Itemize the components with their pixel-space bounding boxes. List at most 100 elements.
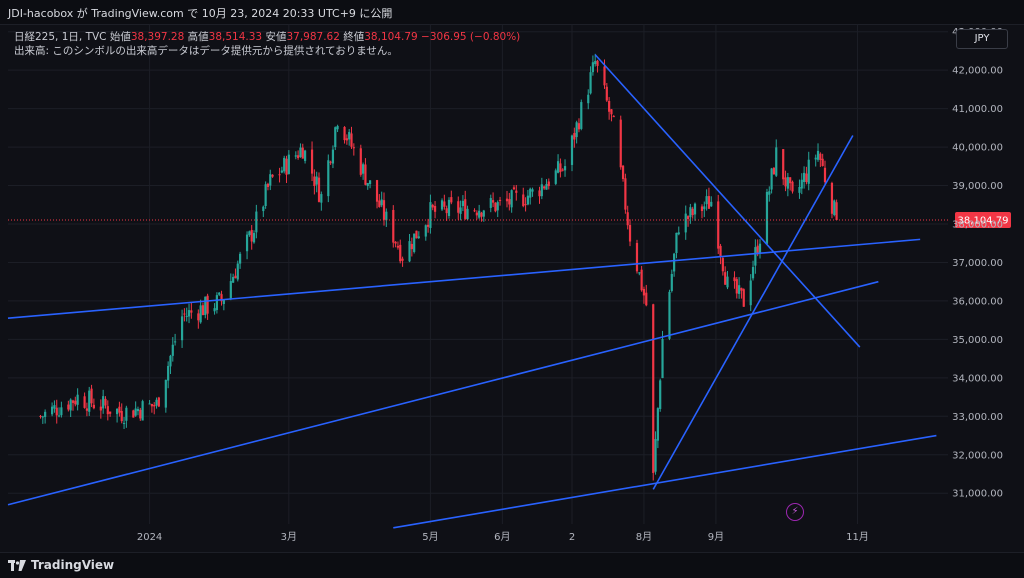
candle-body xyxy=(118,406,121,413)
candle-body xyxy=(529,188,532,198)
candle-body xyxy=(754,247,757,266)
candle-body xyxy=(726,276,729,288)
candle-body xyxy=(814,157,817,160)
candle-body xyxy=(88,390,91,412)
candle-body xyxy=(610,109,613,115)
candle-body xyxy=(345,138,348,141)
candle-body xyxy=(642,288,646,296)
x-axis[interactable]: 2024 3月 5月 6月 2 8月 9月 11月 xyxy=(137,531,869,543)
candle-body xyxy=(652,304,655,473)
x-tick-label: 11月 xyxy=(846,531,869,543)
candle-body xyxy=(67,404,70,410)
publish-bar: JDI-hacobox が TradingView.com で 10月 23, … xyxy=(0,0,1024,25)
candle-body xyxy=(55,407,58,416)
candle-body xyxy=(334,127,337,148)
candle-body xyxy=(90,388,93,404)
candle-body xyxy=(120,410,123,422)
y-tick-label: 32,000.00 xyxy=(952,450,1003,461)
candle-body xyxy=(496,202,499,211)
candle-body xyxy=(735,279,738,294)
candle-body xyxy=(577,123,581,130)
y-tick-label: 34,000.00 xyxy=(952,373,1003,384)
candle-body xyxy=(385,211,388,221)
candle-body xyxy=(301,147,304,159)
candle-body xyxy=(719,245,722,257)
y-tick-label: 35,000.00 xyxy=(952,335,1003,346)
y-tick-label: 39,000.00 xyxy=(952,181,1003,192)
candle-body xyxy=(315,176,318,185)
candle-body xyxy=(336,125,339,130)
candle-body xyxy=(310,149,314,174)
candle-body xyxy=(229,281,232,300)
y-tick-label: 41,000.00 xyxy=(952,104,1003,115)
y-axis[interactable]: 31,000.00 32,000.00 33,000.00 34,000.00 35,0… xyxy=(952,27,1003,500)
candle-body xyxy=(394,241,397,244)
trendline-long-support[interactable] xyxy=(7,238,921,320)
trendline-rally-up[interactable] xyxy=(652,135,854,490)
candle-body xyxy=(563,166,567,171)
candle-body xyxy=(299,147,302,158)
candle-body xyxy=(245,234,249,252)
candle-body xyxy=(573,133,576,140)
candle-body xyxy=(132,410,135,418)
candle-body xyxy=(802,172,806,183)
candle-body xyxy=(724,272,727,285)
candle-body xyxy=(645,292,648,306)
candle-body xyxy=(835,202,838,220)
candle-body xyxy=(589,72,592,94)
candle-body xyxy=(721,258,724,272)
candle-body xyxy=(187,310,191,317)
candle-body xyxy=(417,236,420,238)
candle-body xyxy=(480,212,483,217)
close-label: 終値 xyxy=(343,31,365,43)
symbol-label[interactable]: 日経225, 1日, TVC xyxy=(14,31,107,43)
candle-body xyxy=(545,184,548,190)
candle-body xyxy=(343,126,346,141)
candle-body xyxy=(399,244,402,262)
candle-body xyxy=(654,439,657,472)
high-label: 高値 xyxy=(187,31,209,43)
candle-body xyxy=(415,230,418,239)
candle-body xyxy=(522,194,525,207)
currency-button[interactable]: JPY xyxy=(956,29,1008,49)
footer-bar: TradingView xyxy=(0,552,1024,578)
candle-body xyxy=(285,158,288,175)
trendline-peak-down[interactable] xyxy=(594,54,861,348)
x-tick-label: 9月 xyxy=(708,531,724,543)
price-chart[interactable]: 38,104.79 31,000.00 32,000.00 33,000.00 34,… xyxy=(0,24,1024,552)
trendlines[interactable] xyxy=(7,54,937,529)
candle-body xyxy=(659,380,662,409)
trendline-channel-mid[interactable] xyxy=(7,280,879,506)
candle-body xyxy=(252,233,256,243)
candle-body xyxy=(466,208,469,220)
lightning-icon[interactable]: ⚡ xyxy=(786,503,804,521)
candle-body xyxy=(264,184,267,207)
candle-body xyxy=(368,180,372,184)
candle-body xyxy=(234,275,237,279)
candle-body xyxy=(396,245,400,248)
candle-body xyxy=(707,196,711,209)
candle-body xyxy=(489,198,492,208)
tradingview-logo[interactable]: TradingView xyxy=(8,558,114,572)
candle-body xyxy=(157,397,160,407)
candle-body xyxy=(317,177,321,202)
candle-body xyxy=(250,230,253,242)
candle-body xyxy=(303,150,307,161)
candle-body xyxy=(782,149,785,180)
candle-body xyxy=(125,407,128,421)
candle-body xyxy=(675,232,678,254)
candle-body xyxy=(710,201,713,207)
x-tick-label: 2024 xyxy=(137,532,162,543)
candle-body xyxy=(603,66,606,86)
candle-body xyxy=(475,212,478,216)
candle-body xyxy=(608,101,611,112)
candle-body xyxy=(580,102,583,129)
candle-body xyxy=(201,305,205,316)
candle-body xyxy=(433,205,437,212)
candle-body xyxy=(494,202,497,212)
trendline-channel-low[interactable] xyxy=(393,434,937,529)
candle-body xyxy=(512,187,516,190)
candle-body xyxy=(271,174,274,177)
candle-body xyxy=(283,157,286,172)
candle-body xyxy=(174,341,177,343)
